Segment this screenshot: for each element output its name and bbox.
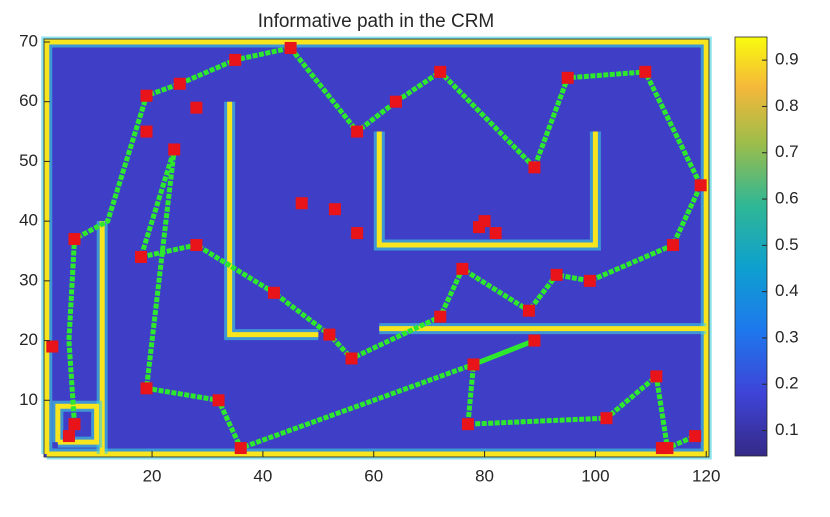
waypoint: [351, 125, 364, 138]
waypoint: [489, 227, 502, 240]
waypoint: [467, 358, 480, 371]
waypoint: [478, 215, 491, 228]
plot-area: [41, 36, 712, 460]
wall: [55, 403, 100, 445]
waypoint: [46, 340, 59, 353]
waypoint: [284, 41, 297, 54]
y-tick-label: 60: [19, 91, 38, 110]
waypoint: [212, 394, 225, 407]
colorbar-tick-label: 0.4: [775, 281, 799, 300]
waypoint: [229, 53, 242, 66]
waypoint: [234, 442, 247, 455]
waypoint: [561, 71, 574, 84]
colorbar-tick-label: 0.6: [775, 189, 799, 208]
waypoint: [434, 65, 447, 78]
waypoint: [168, 143, 181, 156]
waypoint: [600, 412, 613, 425]
waypoint: [134, 250, 147, 263]
y-tick-label: 70: [19, 31, 38, 50]
y-tick-label: 20: [19, 330, 38, 349]
waypoint: [661, 442, 674, 455]
x-tick-label: 40: [253, 466, 272, 485]
y-tick-label: 30: [19, 270, 38, 289]
waypoint: [694, 179, 707, 192]
colorbar: [734, 36, 768, 457]
waypoint: [522, 304, 535, 317]
path: [66, 45, 704, 452]
waypoint: [140, 125, 153, 138]
colorbar-tick-label: 0.1: [775, 420, 799, 439]
waypoint: [389, 95, 402, 108]
waypoint: [68, 418, 81, 431]
waypoint: [190, 239, 203, 252]
waypoint: [190, 101, 203, 114]
wall: [376, 131, 598, 248]
waypoint: [345, 352, 358, 365]
y-tick-label: 40: [19, 211, 38, 230]
colorbar-tick-label: 0.8: [775, 96, 799, 115]
x-tick-label: 20: [143, 466, 162, 485]
x-tick-label: 120: [692, 466, 720, 485]
waypoint: [295, 197, 308, 210]
waypoint: [267, 286, 280, 299]
colorbar-tick-label: 0.5: [775, 235, 799, 254]
waypoint: [456, 262, 469, 275]
waypoint: [173, 77, 186, 90]
colorbar-tick-label: 0.3: [775, 327, 799, 346]
waypoint: [140, 382, 153, 395]
y-tick-label: 50: [19, 151, 38, 170]
wall: [227, 101, 319, 338]
waypoint: [666, 239, 679, 252]
axes-box: [43, 38, 710, 458]
colorbar-tick-label: 0.9: [775, 50, 799, 69]
colorbar-tick-label: 0.7: [775, 142, 799, 161]
waypoint: [323, 328, 336, 341]
waypoint: [68, 233, 81, 246]
waypoint: [689, 430, 702, 443]
y-tick-label: 10: [19, 390, 38, 409]
waypoint: [328, 203, 341, 216]
chart-title: Informative path in the CRM: [258, 11, 495, 32]
waypoint: [528, 334, 541, 347]
x-tick-label: 60: [364, 466, 383, 485]
waypoint: [351, 227, 364, 240]
waypoint: [461, 418, 474, 431]
waypoint: [140, 89, 153, 102]
x-tick-label: 100: [581, 466, 609, 485]
waypoint: [434, 310, 447, 323]
waypoint: [583, 274, 596, 287]
waypoint: [550, 268, 563, 281]
wall: [44, 39, 709, 457]
colorbar-tick-label: 0.2: [775, 374, 799, 393]
waypoint: [62, 430, 75, 443]
x-tick-label: 80: [475, 466, 494, 485]
waypoint: [528, 161, 541, 174]
waypoint: [650, 370, 663, 383]
waypoint: [639, 65, 652, 78]
